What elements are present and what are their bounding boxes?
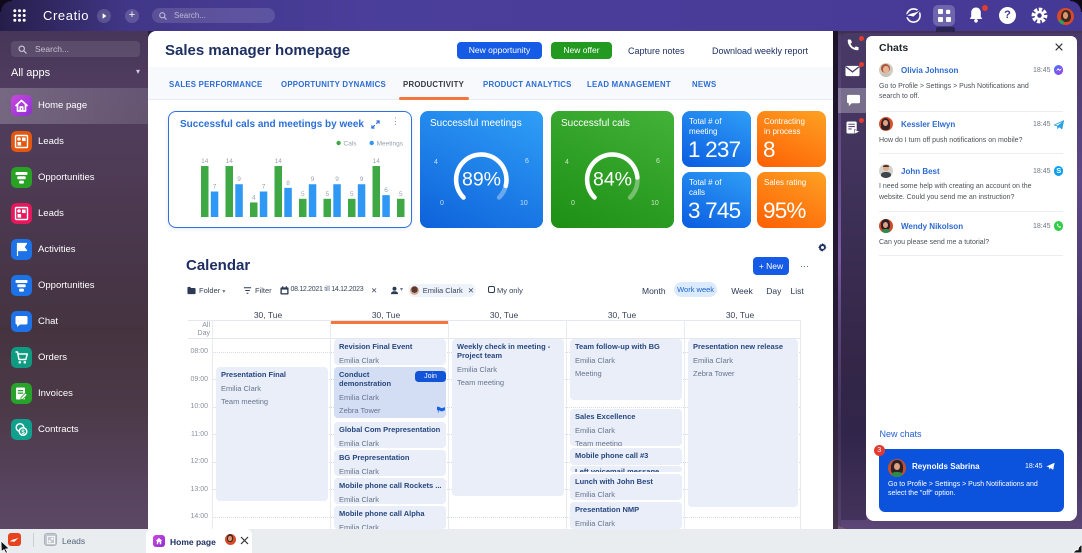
- svg-text:7: 7: [262, 184, 266, 191]
- svg-text:84%: 84%: [593, 169, 632, 191]
- svg-text:6: 6: [384, 187, 388, 194]
- svg-text:4: 4: [565, 159, 569, 166]
- svg-text:Meetings: Meetings: [377, 141, 404, 148]
- svg-text:9: 9: [237, 176, 241, 183]
- svg-text:4: 4: [434, 159, 438, 166]
- svg-text:14: 14: [373, 158, 381, 165]
- svg-text:9: 9: [360, 176, 364, 183]
- svg-text:5: 5: [301, 191, 305, 198]
- svg-text:5: 5: [399, 191, 403, 198]
- svg-text:14: 14: [201, 158, 209, 165]
- svg-text:10: 10: [651, 200, 659, 207]
- svg-text:5: 5: [325, 191, 329, 198]
- svg-text:6: 6: [525, 158, 529, 165]
- svg-text:9: 9: [311, 176, 315, 183]
- svg-text:$: $: [21, 430, 25, 436]
- svg-text:89%: 89%: [462, 169, 501, 191]
- svg-text:0: 0: [440, 200, 444, 207]
- svg-text:6: 6: [656, 158, 660, 165]
- svg-text:7: 7: [213, 184, 217, 191]
- svg-text:0: 0: [571, 200, 575, 207]
- svg-text:Cals: Cals: [344, 141, 358, 148]
- svg-text:8: 8: [286, 180, 290, 187]
- svg-text:9: 9: [335, 176, 339, 183]
- svg-text:14: 14: [275, 158, 283, 165]
- svg-text:4: 4: [252, 194, 256, 201]
- svg-text:5: 5: [350, 191, 354, 198]
- svg-text:10: 10: [520, 200, 528, 207]
- svg-text:14: 14: [226, 158, 234, 165]
